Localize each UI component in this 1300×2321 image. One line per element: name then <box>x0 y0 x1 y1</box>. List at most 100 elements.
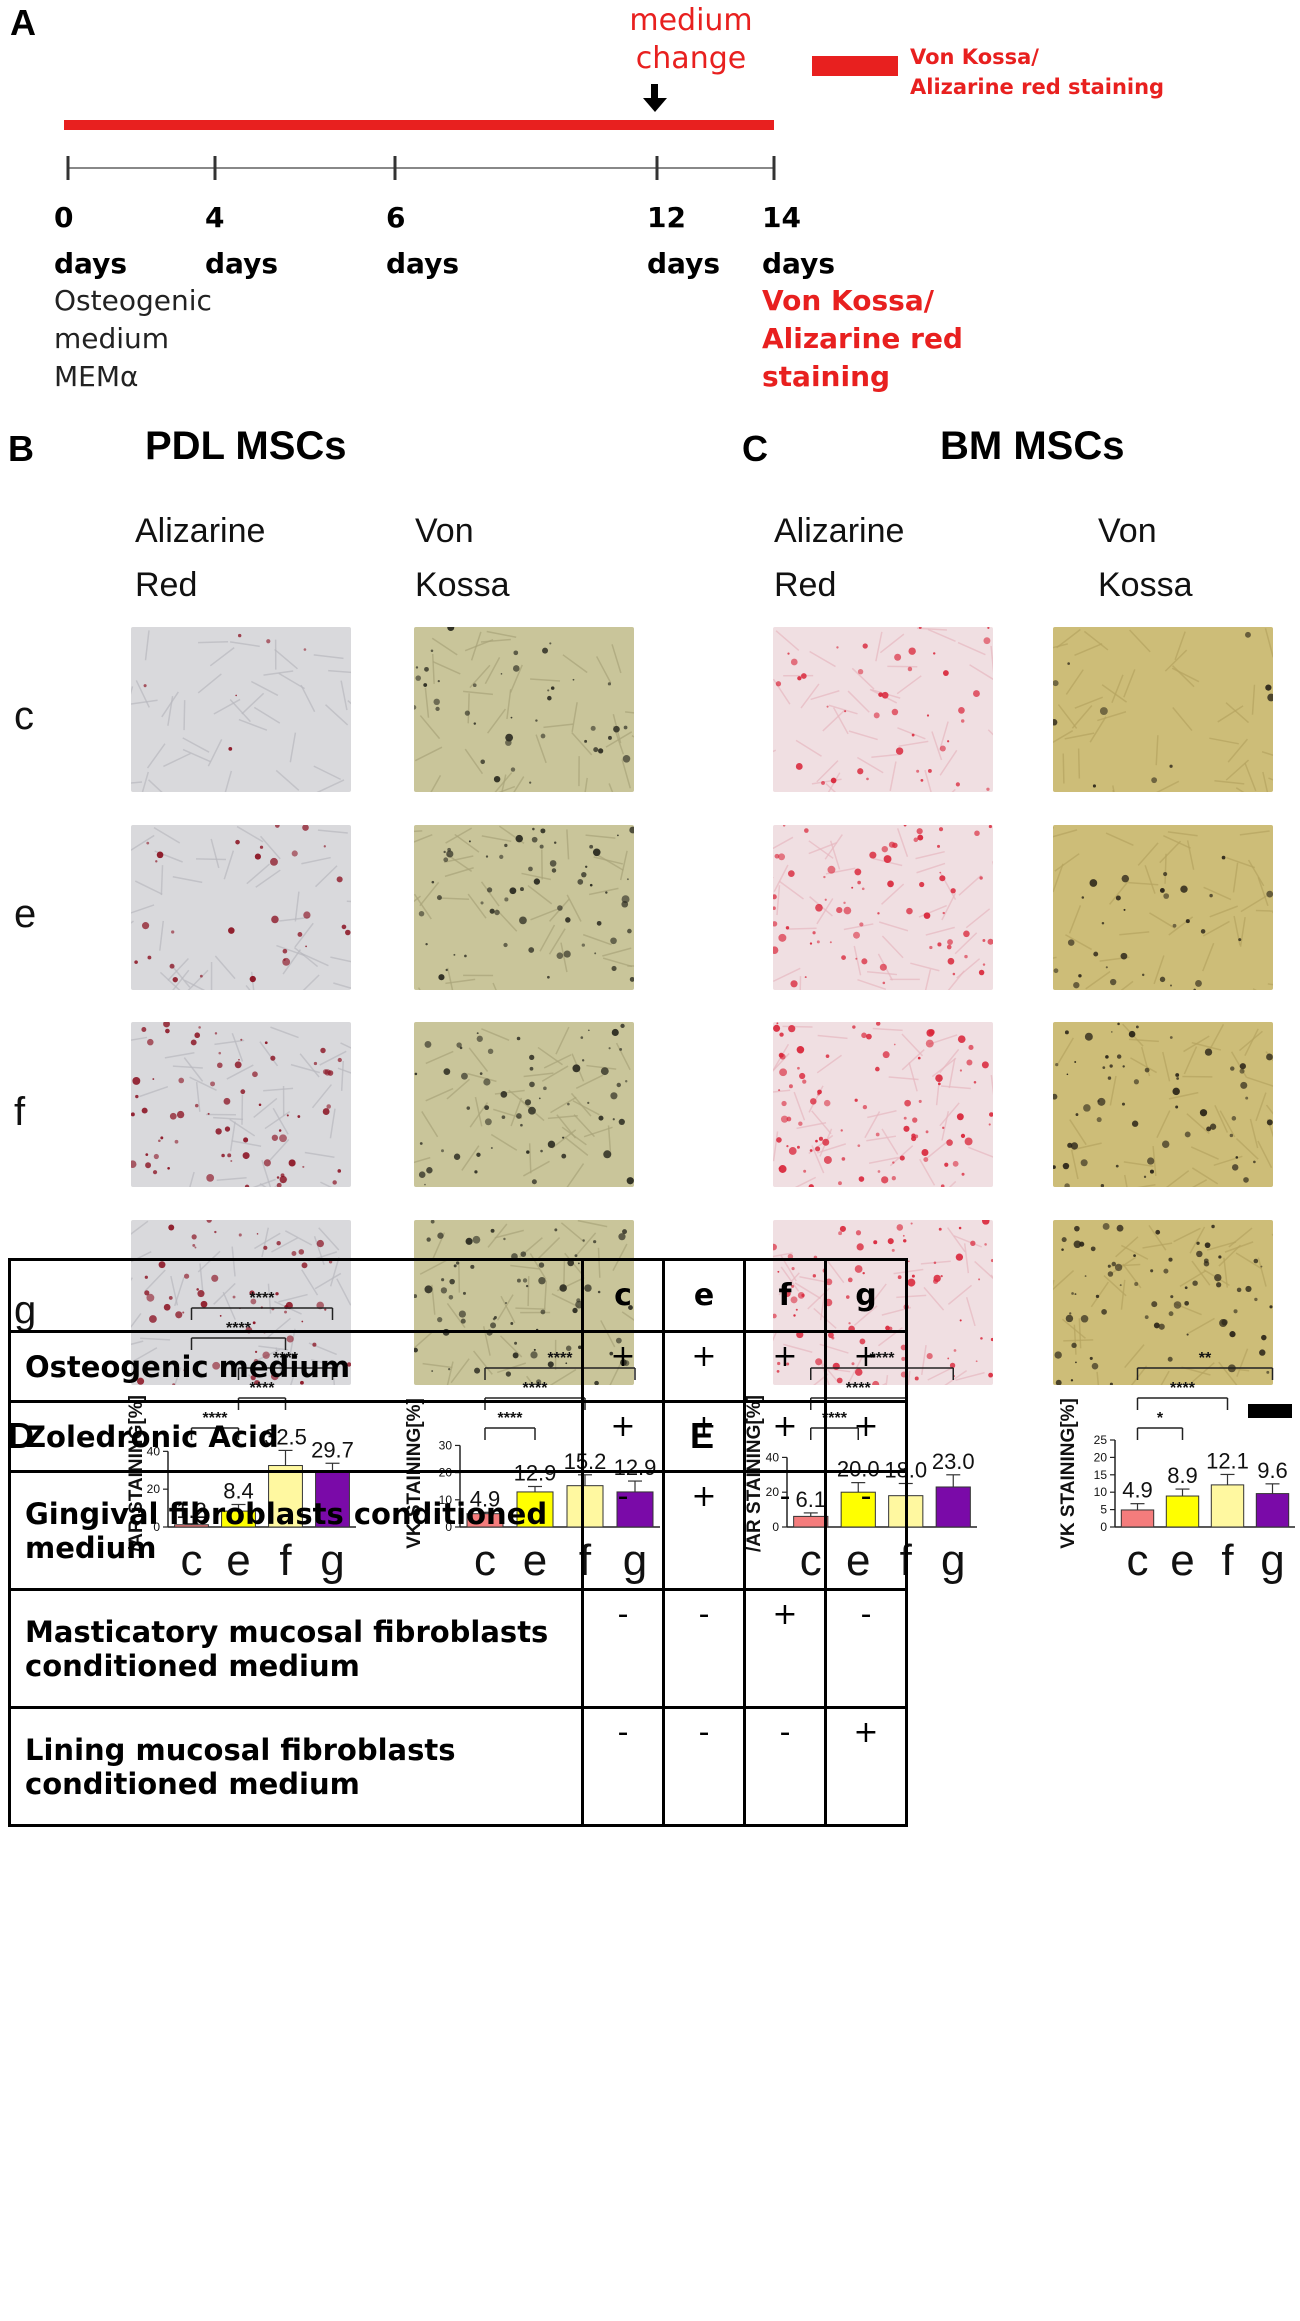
panel-c-col-vonkossa: Von Kossa <box>1098 504 1193 612</box>
table-cell: + <box>743 1588 827 1709</box>
end-label-line: staining <box>762 360 891 393</box>
row-label-c: c <box>14 694 34 738</box>
alizarine-red-micrograph <box>131 1022 351 1187</box>
significance-stars: ** <box>1199 1350 1212 1367</box>
table-header-row: c e f g <box>8 1258 908 1333</box>
tick-unit: days <box>647 247 720 280</box>
legend-label: Von Kossa/ Alizarine red staining <box>910 42 1164 102</box>
y-axis-label: VK STAINING[%] <box>1058 1398 1079 1549</box>
tick-label-0: 0 days <box>54 195 127 287</box>
medium-change-label: medium change <box>598 2 784 78</box>
table-cell: - <box>662 1706 746 1827</box>
table-cell: + <box>824 1400 908 1473</box>
col-head-line: Alizarine <box>135 512 266 550</box>
table-row: Gingival fibroblasts conditioned medium … <box>8 1470 908 1591</box>
panel-a-letter: A <box>10 2 36 43</box>
medium-change-line1: medium <box>629 3 753 38</box>
alizarine-red-micrograph <box>773 1022 993 1187</box>
row-label-e: e <box>14 892 37 936</box>
conditions-table: c e f g Osteogenic medium + + + + Zoledr… <box>8 1258 908 1827</box>
row-label-line: medium <box>25 1530 157 1565</box>
table-row-label: Masticatory mucosal fibroblasts conditio… <box>8 1588 584 1709</box>
col-head-line: Von <box>415 512 474 550</box>
start-label-line: MEMα <box>54 360 139 393</box>
table-cell: - <box>824 1470 908 1591</box>
data-label-f: 12.1 <box>1206 1448 1249 1473</box>
tick-unit: days <box>54 247 127 280</box>
row-label-line: Masticatory mucosal fibroblasts <box>25 1614 549 1649</box>
category-label-f: f <box>1221 1536 1234 1585</box>
tick-unit: days <box>762 247 835 280</box>
category-label-e: e <box>1170 1536 1194 1585</box>
legend-line1: Von Kossa/ <box>910 45 1039 69</box>
row-label-line: conditioned medium <box>25 1766 360 1801</box>
table-header-cell: g <box>824 1258 908 1333</box>
panel-b-col-vonkossa: Von Kossa <box>415 504 510 612</box>
end-label-line: Von Kossa/ <box>762 284 934 317</box>
alizarine-red-micrograph <box>773 825 993 990</box>
arrow-down-icon <box>643 84 667 112</box>
table-cell: + <box>581 1400 665 1473</box>
col-head-line: Von <box>1098 512 1157 550</box>
row-label-line: Osteogenic medium <box>25 1349 351 1384</box>
table-cell: + <box>743 1400 827 1473</box>
scale-bar <box>1248 1404 1292 1418</box>
table-row: Osteogenic medium + + + + <box>8 1330 908 1403</box>
bar-g <box>935 1486 971 1528</box>
table-row: Lining mucosal fibroblasts conditioned m… <box>8 1706 908 1827</box>
tick-label-4: 4 days <box>205 195 278 287</box>
table-cell: - <box>581 1706 665 1827</box>
significance-stars: **** <box>1170 1380 1196 1397</box>
data-label-c: 4.9 <box>1122 1478 1153 1503</box>
bar-c <box>1120 1509 1155 1528</box>
y-tick-label: 20 <box>1094 1450 1108 1464</box>
tick-num: 0 <box>54 201 74 234</box>
table-header-cell <box>8 1258 584 1333</box>
table-row-label: Osteogenic medium <box>8 1330 584 1403</box>
data-label-g: 23.0 <box>932 1449 975 1474</box>
table-cell: + <box>662 1330 746 1403</box>
von-kossa-micrograph <box>1053 825 1273 990</box>
row-label-line: Gingival fibroblasts conditioned <box>25 1496 548 1531</box>
row-label-line: Lining mucosal fibroblasts <box>25 1732 456 1767</box>
table-cell: - <box>662 1588 746 1709</box>
von-kossa-micrograph <box>414 1022 634 1187</box>
col-head-line: Red <box>774 566 837 604</box>
table-row-label: Zoledronic Acid <box>8 1400 584 1473</box>
data-label-g: 9.6 <box>1257 1458 1288 1483</box>
col-head-line: Red <box>135 566 198 604</box>
legend-red-swatch <box>812 56 898 76</box>
tick-num: 12 <box>647 201 686 234</box>
category-label-c: c <box>1127 1536 1149 1585</box>
significance-stars: * <box>1157 1410 1164 1427</box>
alizarine-red-micrograph <box>131 825 351 990</box>
table-cell: - <box>581 1588 665 1709</box>
row-label-f: f <box>14 1090 26 1134</box>
col-head-line: Kossa <box>415 566 510 604</box>
tick-label-14: 14 days <box>762 195 835 287</box>
table-row: Masticatory mucosal fibroblasts conditio… <box>8 1588 908 1709</box>
category-label-g: g <box>1260 1536 1284 1585</box>
von-kossa-micrograph <box>1053 1220 1273 1385</box>
y-tick-label: 10 <box>1094 1485 1108 1499</box>
panel-b-letter: B <box>8 428 34 469</box>
von-kossa-micrograph <box>414 627 634 792</box>
row-label-line: Zoledronic Acid <box>25 1419 279 1454</box>
start-medium-label: Osteogenic medium MEMα <box>54 282 212 396</box>
alizarine-red-micrograph <box>131 627 351 792</box>
y-tick-label: 5 <box>1100 1503 1107 1517</box>
category-label-g: g <box>941 1536 965 1585</box>
y-tick-label: 15 <box>1094 1468 1108 1482</box>
bar-f <box>1210 1484 1245 1528</box>
table-cell: - <box>824 1588 908 1709</box>
medium-change-line2: change <box>635 41 747 76</box>
tick-num: 4 <box>205 201 225 234</box>
table-cell: + <box>824 1330 908 1403</box>
alizarine-red-micrograph <box>773 627 993 792</box>
col-head-line: Alizarine <box>774 512 905 550</box>
timeline-axis <box>66 156 776 180</box>
panel-b-title: PDL MSCs <box>145 424 347 468</box>
tick-label-12: 12 days <box>647 195 720 287</box>
table-cell: + <box>662 1470 746 1591</box>
table-header-cell: e <box>662 1258 746 1333</box>
